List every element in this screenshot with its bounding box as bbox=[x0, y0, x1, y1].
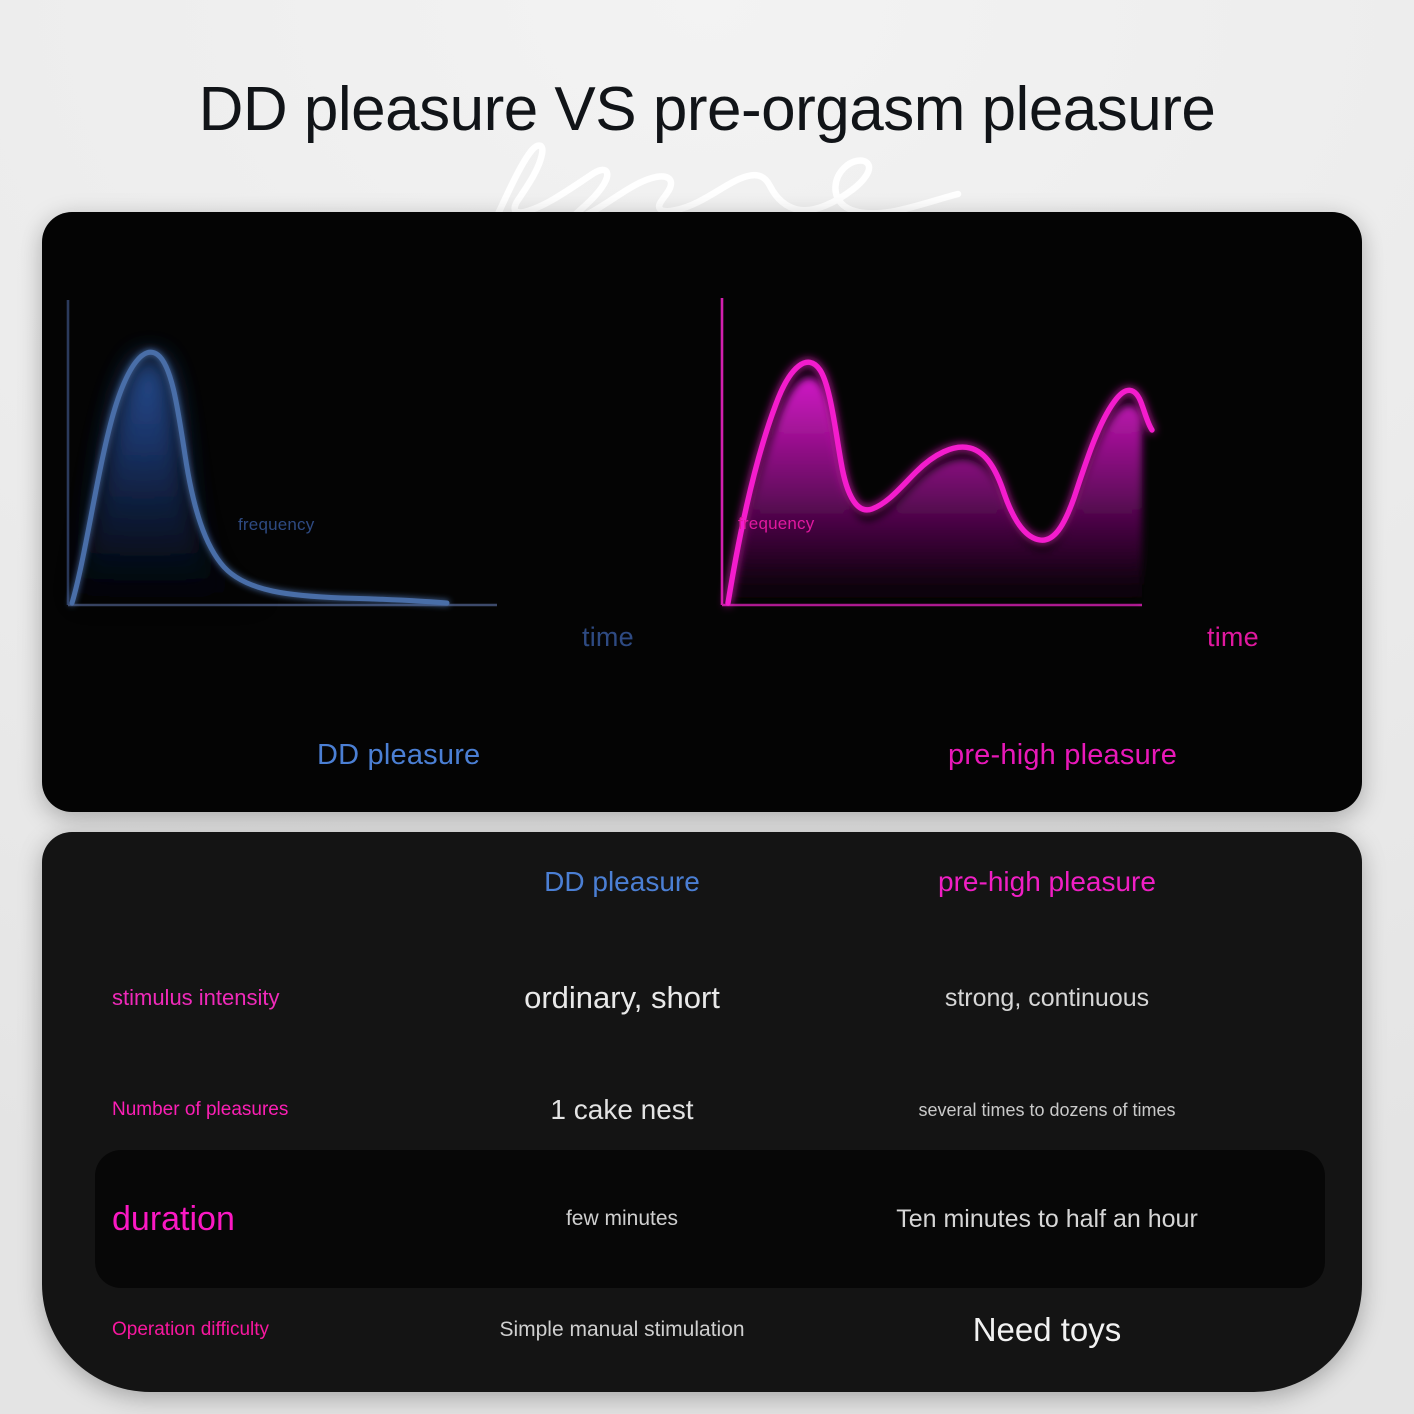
row-value-pre-duration: Ten minutes to half an hour bbox=[896, 1204, 1198, 1233]
left-chart-caption: DD pleasure bbox=[317, 739, 481, 771]
header: DD pleasure VS pre-orgasm pleasure bbox=[0, 0, 1414, 218]
chart-dd-pleasure: frequency time DD pleasure bbox=[42, 212, 702, 812]
right-chart-y-label: frequency bbox=[738, 514, 815, 533]
table-row: duration few minutes Ten minutes to half… bbox=[42, 1154, 1362, 1284]
pre-high-curve-line bbox=[725, 359, 1155, 606]
dd-area-fill bbox=[72, 355, 287, 604]
table-row: stimulus intensity ordinary, short stron… bbox=[42, 950, 1362, 1046]
pre-high-area-fill bbox=[728, 377, 1142, 603]
row-key-duration: duration bbox=[112, 1199, 235, 1238]
left-chart-y-label: frequency bbox=[238, 515, 315, 534]
table-header-pre: pre-high pleasure bbox=[938, 866, 1156, 897]
chart-pre-high-pleasure: frequency time pre-high pleasure bbox=[702, 212, 1362, 812]
row-value-pre-operation-difficulty: Need toys bbox=[972, 1311, 1122, 1348]
table-header-dd: DD pleasure bbox=[544, 866, 700, 897]
handwritten-squiggle-decoration bbox=[494, 142, 962, 218]
right-chart-caption: pre-high pleasure bbox=[948, 739, 1178, 771]
right-chart-x-label: time bbox=[1207, 622, 1259, 652]
table-row: Number of pleasures 1 cake nest several … bbox=[42, 1062, 1362, 1158]
row-key-number-of-pleasures: Number of pleasures bbox=[112, 1099, 289, 1120]
dd-curve-line bbox=[69, 349, 450, 606]
duration-row-highlight bbox=[95, 1150, 1325, 1288]
row-key-operation-difficulty: Operation difficulty bbox=[112, 1319, 270, 1340]
row-value-dd-stimulus-intensity: ordinary, short bbox=[524, 980, 720, 1015]
left-chart-x-label: time bbox=[582, 622, 634, 652]
row-value-pre-stimulus-intensity: strong, continuous bbox=[944, 983, 1150, 1012]
row-value-dd-number-of-pleasures: 1 cake nest bbox=[550, 1094, 694, 1125]
comparison-table-card: DD pleasure pre-high pleasure stimulus i… bbox=[42, 832, 1362, 1392]
dd-pleasure-plot bbox=[66, 300, 497, 607]
row-value-pre-number-of-pleasures: several times to dozens of times bbox=[918, 1099, 1176, 1120]
row-value-dd-duration: few minutes bbox=[565, 1207, 679, 1230]
table-header-row: DD pleasure pre-high pleasure bbox=[42, 844, 1362, 914]
charts-card: frequency time DD pleasure bbox=[42, 212, 1362, 812]
pre-high-pleasure-plot bbox=[720, 298, 1155, 607]
comparison-table: DD pleasure pre-high pleasure stimulus i… bbox=[42, 832, 1362, 1392]
row-key-stimulus-intensity: stimulus intensity bbox=[112, 985, 280, 1010]
row-value-dd-operation-difficulty: Simple manual stimulation bbox=[499, 1318, 745, 1341]
table-row: Operation difficulty Simple manual stimu… bbox=[42, 1282, 1362, 1378]
page-title: DD pleasure VS pre-orgasm pleasure bbox=[198, 75, 1216, 144]
